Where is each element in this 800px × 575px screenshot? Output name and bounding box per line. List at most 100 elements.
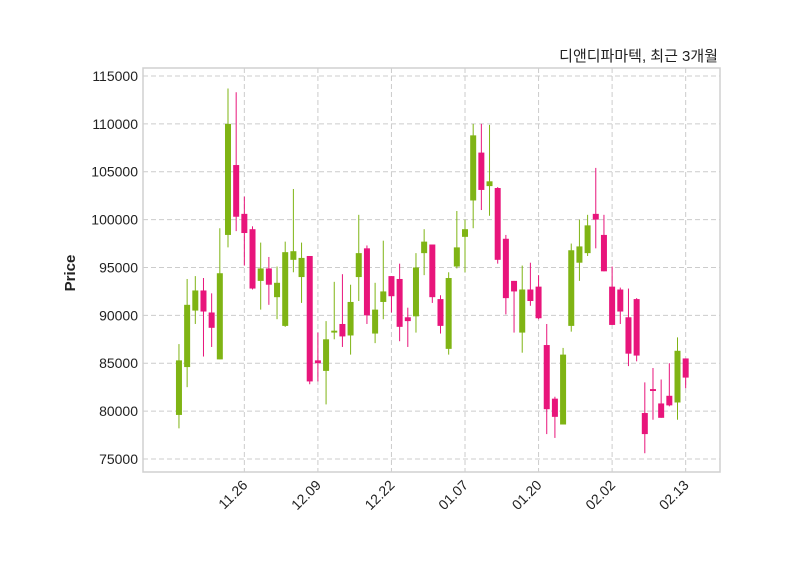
candle	[511, 280, 518, 333]
y-tick-label: 105000	[91, 164, 138, 180]
candle	[658, 379, 665, 418]
candle	[617, 287, 624, 324]
candle-body	[265, 268, 272, 285]
candle	[404, 307, 411, 347]
candle-body	[462, 229, 469, 237]
candle-body	[486, 181, 493, 187]
y-tick-label: 110000	[92, 116, 138, 132]
candle-body	[682, 358, 689, 378]
candle	[208, 293, 215, 347]
candle	[184, 278, 191, 388]
candle	[355, 214, 362, 301]
candle	[282, 241, 289, 327]
candle-body	[568, 250, 575, 326]
y-tick-label: 90000	[99, 307, 138, 323]
candle-body	[363, 248, 370, 316]
y-tick-label: 80000	[99, 403, 138, 419]
plot-frame	[142, 67, 721, 473]
candle-body	[339, 323, 346, 337]
y-tick-label: 75000	[99, 451, 138, 467]
candle-body	[347, 301, 354, 336]
candle	[314, 332, 321, 382]
candle-body	[584, 225, 591, 254]
y-tick-label: 115000	[92, 68, 138, 84]
candle-body	[429, 244, 436, 298]
candle-body	[282, 252, 289, 326]
candle	[175, 344, 182, 429]
candle-body	[290, 251, 297, 260]
candle-body	[412, 267, 419, 317]
candle	[347, 284, 354, 355]
candle-body	[609, 286, 616, 325]
candle-body	[511, 280, 518, 292]
x-tick-label: 01.20	[509, 477, 545, 513]
candle-body	[249, 229, 256, 289]
x-tick-label: 01.07	[435, 477, 471, 513]
candle-body	[216, 273, 223, 360]
candle-body	[535, 286, 542, 319]
candle	[609, 266, 616, 325]
candle-body	[633, 299, 640, 356]
candle-body	[200, 290, 207, 312]
candle	[339, 274, 346, 347]
candle-body	[560, 354, 567, 425]
candle	[200, 278, 207, 357]
candle	[412, 253, 419, 333]
x-tick-label: 12.09	[288, 477, 324, 513]
candle	[241, 196, 248, 266]
candle-body	[396, 278, 403, 327]
candle	[298, 242, 305, 303]
candle-body	[224, 123, 231, 235]
candle-body	[502, 238, 509, 299]
candle	[372, 282, 379, 344]
y-tick-label: 100000	[91, 212, 138, 228]
candle	[249, 226, 256, 290]
candle-body	[519, 289, 526, 333]
candle-body	[257, 268, 264, 281]
x-tick-label: 12.22	[361, 477, 397, 513]
candle	[543, 323, 550, 435]
candle	[323, 321, 330, 405]
candle-body	[175, 360, 182, 415]
candle-body	[404, 317, 411, 322]
candle-body	[388, 276, 395, 297]
candle	[224, 88, 231, 248]
candle-body	[274, 282, 281, 298]
candle-body	[592, 213, 599, 220]
candle-body	[445, 278, 452, 349]
candle-body	[551, 398, 558, 417]
candle	[600, 214, 607, 272]
candle-body	[617, 289, 624, 312]
candle	[682, 358, 689, 389]
candle	[233, 92, 240, 232]
y-axis-ticks: 75000 80000 85000 90000 95000 100000 105000 110…	[91, 68, 138, 467]
candle-body	[314, 360, 321, 364]
chart-title: 디앤디파마텍, 최근 3개월	[559, 48, 718, 65]
candle	[290, 188, 297, 273]
candle-body	[453, 247, 460, 267]
candle-body	[192, 290, 199, 311]
candle	[519, 265, 526, 353]
x-tick-label: 11.26	[215, 477, 251, 513]
candle	[502, 234, 509, 315]
candle	[257, 242, 264, 310]
candle	[470, 123, 477, 229]
candle	[527, 262, 534, 306]
candle-body	[543, 345, 550, 410]
candle	[576, 219, 583, 281]
candle-body	[323, 339, 330, 371]
candle	[478, 123, 485, 211]
candle-body	[625, 317, 632, 354]
candle	[437, 295, 444, 334]
candle-body	[576, 246, 583, 263]
candle-body	[478, 152, 485, 190]
candle	[421, 229, 428, 276]
candle	[592, 167, 599, 249]
candle	[641, 382, 648, 454]
y-axis-label: Price	[62, 255, 79, 292]
candle-body	[372, 309, 379, 334]
candle-body	[494, 188, 501, 260]
candle-body	[421, 241, 428, 254]
candle	[625, 288, 632, 367]
